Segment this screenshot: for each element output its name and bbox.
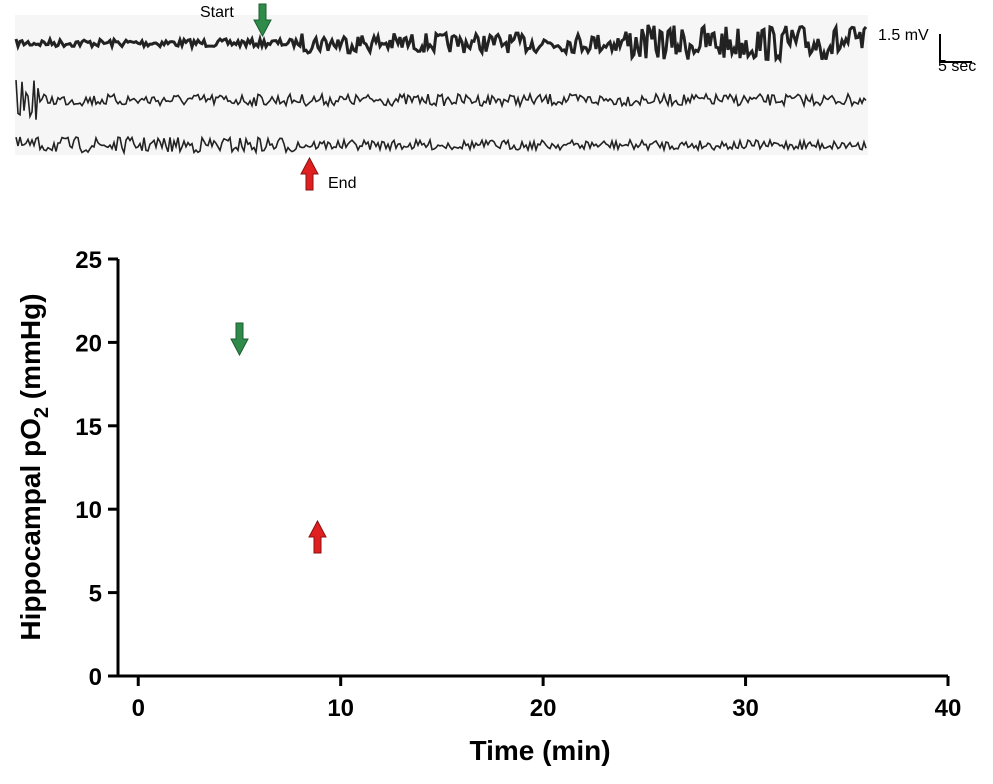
x-tick-label: 10 <box>327 695 354 722</box>
x-tick-label: 40 <box>935 695 962 722</box>
eeg-trace <box>14 22 868 64</box>
y-tick-label: 0 <box>89 664 102 691</box>
end-arrow <box>300 156 319 191</box>
y-label-sub: 2 <box>31 407 53 418</box>
x-tick-label: 30 <box>732 695 759 722</box>
eeg-trace <box>15 135 867 156</box>
y-tick-label: 20 <box>75 330 102 357</box>
y-tick-label: 10 <box>75 497 102 524</box>
start-label: Start <box>200 4 234 21</box>
start-arrow <box>253 3 272 38</box>
y-axis-label: Hippocampal pO2 (mmHg) <box>15 293 53 640</box>
y-label-main: Hippocampal pO <box>15 418 46 640</box>
end-marker <box>308 519 327 554</box>
x-axis-label: Time (min) <box>469 735 610 766</box>
y-tick-label: 5 <box>89 581 102 608</box>
y-tick-label: 15 <box>75 414 102 441</box>
x-tick-label: 0 <box>132 695 145 722</box>
x-tick-label: 20 <box>530 695 557 722</box>
end-label: End <box>328 175 356 192</box>
eeg-traces <box>14 22 868 156</box>
amplitude-scale: 1.5 mV <box>878 27 929 44</box>
y-tick-label: 25 <box>75 247 102 274</box>
start-marker <box>230 322 249 357</box>
time-scale: 5 sec <box>938 58 976 75</box>
eeg-trace <box>15 80 867 120</box>
y-label-tail: (mmHg) <box>15 293 46 407</box>
scale-bar <box>939 34 972 63</box>
